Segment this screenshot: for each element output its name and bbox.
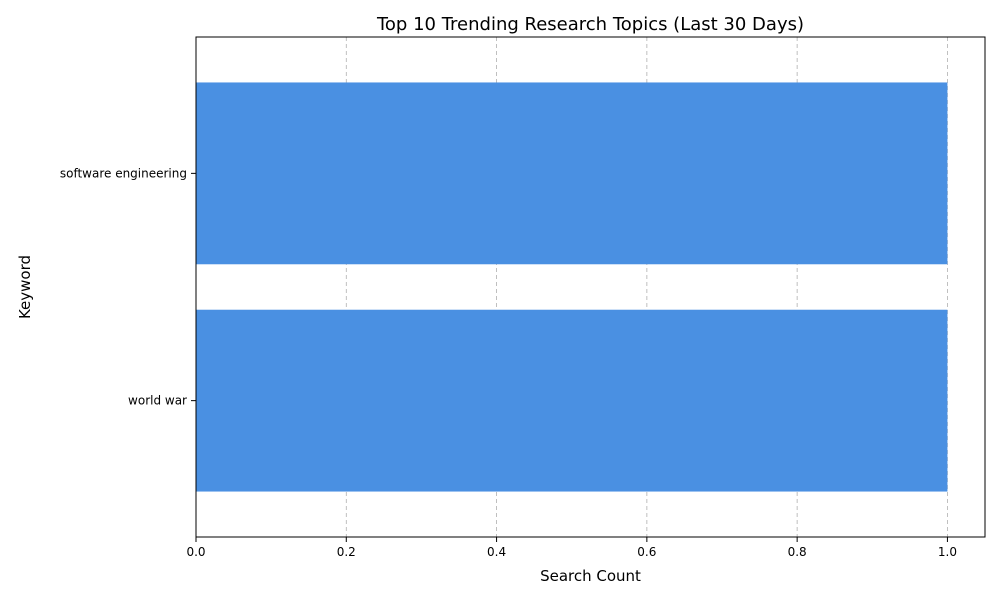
bars [196,82,948,492]
plot-frame [195,36,986,538]
y-tick-label: software engineering [60,166,187,180]
x-tick-label: 1.0 [938,545,957,559]
x-tick-label: 0.0 [186,545,205,559]
x-tick-label: 0.2 [337,545,356,559]
x-axis: 0.0 0.2 0.4 0.6 0.8 1.0 [186,537,957,559]
y-axis-label: Keyword [16,255,34,319]
y-axis: software engineering world war [60,166,196,408]
x-tick-label: 0.8 [788,545,807,559]
x-axis-label: Search Count [540,567,641,585]
y-tick-label: world war [128,394,187,408]
bar-world-war [196,309,948,492]
x-tick-label: 0.6 [637,545,656,559]
bar-software-engineering [196,82,948,265]
chart-title: Top 10 Trending Research Topics (Last 30… [376,14,804,35]
x-tick-label: 0.4 [487,545,506,559]
